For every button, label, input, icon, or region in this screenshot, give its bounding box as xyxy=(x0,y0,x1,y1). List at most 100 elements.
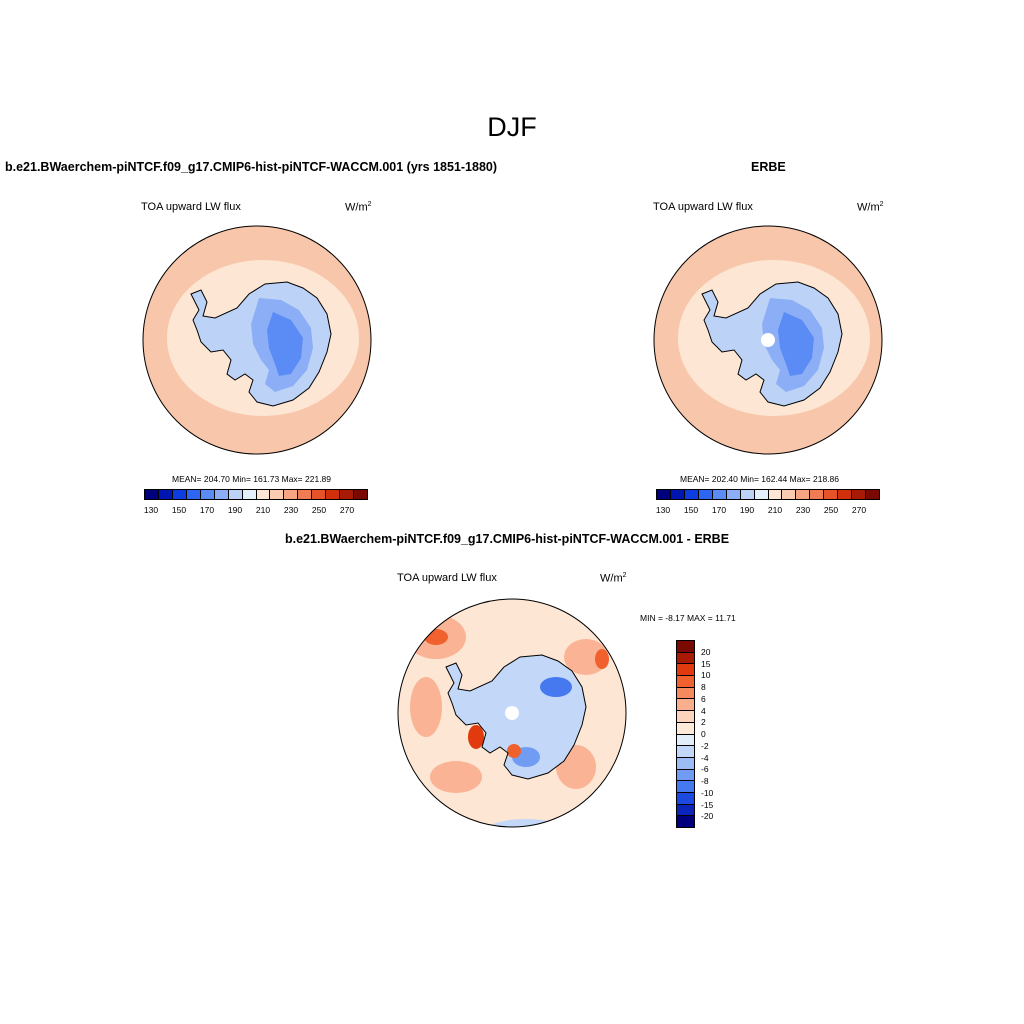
panel-1-stats: MEAN= 204.70 Min= 161.73 Max= 221.89 xyxy=(172,474,332,484)
colorbar-tick-label: -15 xyxy=(701,799,714,810)
core-field xyxy=(267,312,303,376)
colorbar-swatch xyxy=(782,490,797,499)
panel-3-variable: TOA upward LW flux xyxy=(397,572,497,584)
map-field xyxy=(398,599,626,827)
colorbar-tick-label: 270 xyxy=(851,505,867,515)
colorbar-swatch xyxy=(677,734,694,747)
map-field xyxy=(654,226,882,454)
warm-anomaly xyxy=(507,744,521,758)
panel-3-title: b.e21.BWaerchem-piNTCF.f09_g17.CMIP6-his… xyxy=(285,532,730,546)
colorbar-swatch xyxy=(677,664,694,677)
map-boundary xyxy=(142,225,372,455)
panel-3-colorbar xyxy=(676,640,695,828)
colorbar-tick-label: 8 xyxy=(701,682,706,692)
colorbar-tick-label: 210 xyxy=(767,505,783,515)
panel-1-variable: TOA upward LW flux xyxy=(141,201,241,213)
map-boundary xyxy=(653,225,883,455)
colorbar-tick-label: 170 xyxy=(711,505,727,515)
panel-3-colorbar-labels: 20 15 10 8 6 4 2 0 -2 -4 -6 -8 -10 -15 -20 xyxy=(701,640,731,828)
panel-1-colorbar-labels: 130 150 170 190 210 230 250 270 xyxy=(144,505,368,517)
colorbar-swatch xyxy=(852,490,867,499)
colorbar-tick-label: -10 xyxy=(701,787,714,798)
colorbar-tick-label: 6 xyxy=(701,693,706,704)
colorbar-swatch xyxy=(298,490,313,499)
panel-1-title: b.e21.BWaerchem-piNTCF.f09_g17.CMIP6-his… xyxy=(5,160,498,174)
pole-hole xyxy=(761,333,775,347)
colorbar-swatch xyxy=(726,490,741,499)
colorbar-swatch xyxy=(284,490,299,499)
panel-2-title: ERBE xyxy=(751,160,786,174)
colorbar-swatch xyxy=(677,699,694,712)
colorbar-tick-label: 10 xyxy=(701,670,711,681)
colorbar-swatch xyxy=(270,490,285,499)
colorbar-swatch xyxy=(242,490,257,499)
colorbar-tick-label: 150 xyxy=(171,505,187,515)
panel-3-polar-map xyxy=(397,598,627,828)
colorbar-tick-label: -6 xyxy=(701,764,709,775)
colorbar-tick-label: 20 xyxy=(701,646,711,657)
colorbar-swatch xyxy=(677,769,694,782)
panel-2-variable: TOA upward LW flux xyxy=(653,201,753,213)
panel-2-units: W/m2 xyxy=(857,201,884,214)
colorbar-swatch xyxy=(677,641,694,653)
colorbar-swatch xyxy=(670,490,685,499)
coastline xyxy=(701,281,843,407)
colorbar-swatch xyxy=(810,490,825,499)
colorbar-tick-label: 130 xyxy=(143,505,159,515)
colorbar-swatch xyxy=(866,490,879,499)
warm-anomaly-strong xyxy=(468,725,484,749)
warm-anomaly xyxy=(430,761,482,793)
colorbar-swatch xyxy=(698,490,713,499)
colorbar-swatch xyxy=(677,722,694,735)
colorbar-swatch xyxy=(256,490,271,499)
colorbar-tick-label: 130 xyxy=(655,505,671,515)
map-field xyxy=(143,226,371,454)
colorbar-swatch xyxy=(145,490,159,499)
colorbar-swatch xyxy=(228,490,243,499)
colorbar-tick-label: 4 xyxy=(701,705,706,716)
map-boundary xyxy=(397,598,627,828)
colorbar-tick-label: 230 xyxy=(283,505,299,515)
panel-3-units: W/m2 xyxy=(600,572,627,585)
colorbar-swatch xyxy=(677,792,694,805)
colorbar-swatch xyxy=(824,490,839,499)
colorbar-tick-label: -4 xyxy=(701,752,709,763)
panel-1-units: W/m2 xyxy=(345,201,372,214)
colorbar-swatch xyxy=(172,490,187,499)
colorbar-swatch xyxy=(326,490,341,499)
colorbar-swatch xyxy=(677,781,694,793)
colorbar-swatch xyxy=(796,490,811,499)
colorbar-tick-label: 250 xyxy=(823,505,839,515)
colorbar-tick-label: 190 xyxy=(227,505,243,515)
panel-2-colorbar-labels: 130 150 170 190 210 230 250 270 xyxy=(656,505,880,517)
colorbar-tick-label: 210 xyxy=(255,505,271,515)
colorbar-tick-label: 15 xyxy=(701,658,711,669)
panel-3-stats: MIN = -8.17 MAX = 11.71 xyxy=(640,613,736,623)
colorbar-swatch xyxy=(838,490,853,499)
colorbar-swatch xyxy=(754,490,769,499)
pole-hole xyxy=(505,706,519,720)
coastline xyxy=(445,654,587,780)
panel-1-polar-map xyxy=(142,225,372,455)
core-field xyxy=(778,312,814,376)
colorbar-tick-label: 190 xyxy=(739,505,755,515)
warm-anomaly-strong xyxy=(595,649,609,669)
panel-1-colorbar xyxy=(144,489,368,500)
panel-2-colorbar xyxy=(656,489,880,500)
colorbar-tick-label: -20 xyxy=(701,811,714,822)
cool-anomaly xyxy=(540,677,572,697)
colorbar-swatch xyxy=(677,652,694,665)
colorbar-swatch xyxy=(677,816,694,827)
colorbar-swatch xyxy=(677,687,694,700)
colorbar-swatch xyxy=(200,490,215,499)
colorbar-swatch xyxy=(312,490,327,499)
colorbar-tick-label: 170 xyxy=(199,505,215,515)
colorbar-swatch xyxy=(214,490,229,499)
colorbar-swatch xyxy=(186,490,201,499)
colorbar-swatch xyxy=(354,490,367,499)
colorbar-swatch xyxy=(657,490,671,499)
panel-2-polar-map xyxy=(653,225,883,455)
colorbar-swatch xyxy=(677,676,694,688)
colorbar-swatch xyxy=(158,490,173,499)
colorbar-swatch xyxy=(340,490,355,499)
